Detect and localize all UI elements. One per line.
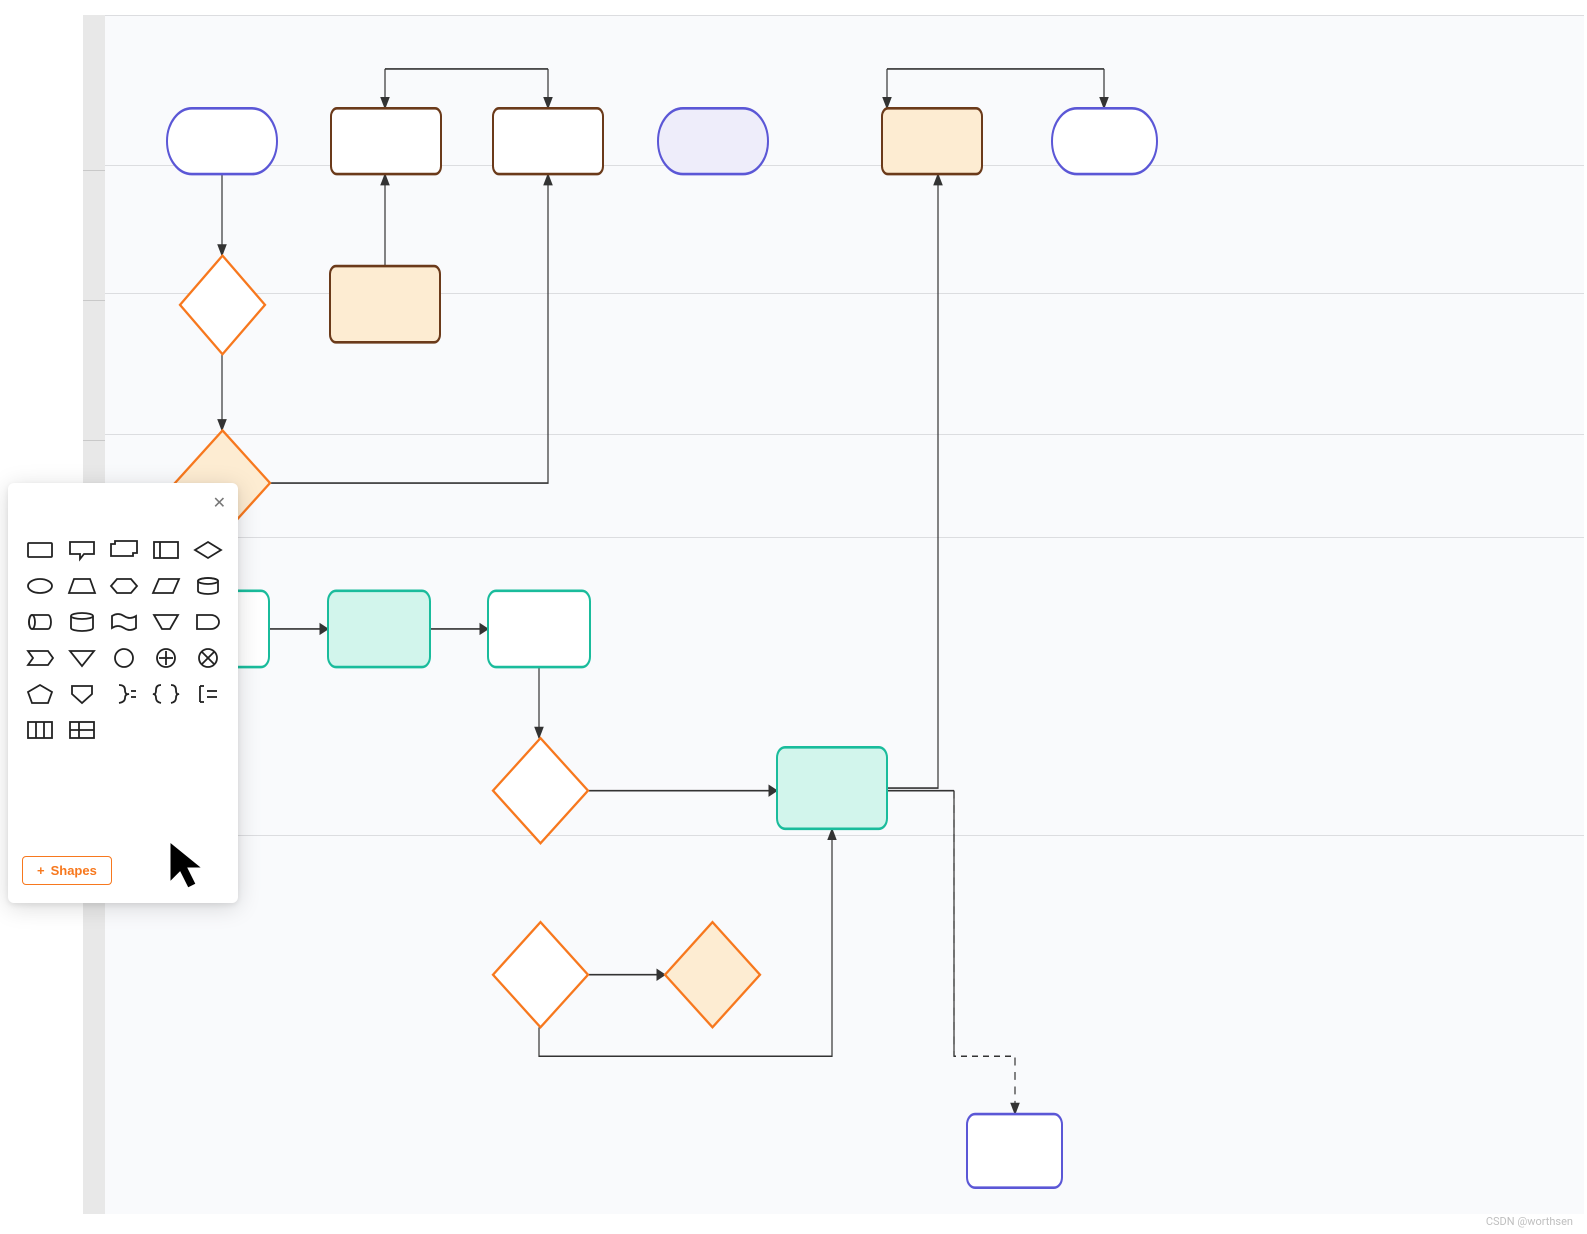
shape-parallelogram-icon[interactable] xyxy=(148,573,184,599)
shape-rectangle-icon[interactable] xyxy=(22,537,58,563)
flowchart-node[interactable] xyxy=(658,108,768,174)
flowchart-node[interactable] xyxy=(493,738,588,843)
shape-flag-icon[interactable] xyxy=(106,609,142,635)
shape-funnel-icon[interactable] xyxy=(148,609,184,635)
flowchart-node[interactable] xyxy=(167,108,277,174)
flowchart-node[interactable] xyxy=(665,922,760,1027)
flowchart-node[interactable] xyxy=(330,266,440,342)
shape-circle-plus-icon[interactable] xyxy=(148,645,184,671)
flowchart-node[interactable] xyxy=(882,108,982,174)
shape-hexagon-icon[interactable] xyxy=(106,573,142,599)
plus-icon: + xyxy=(37,863,45,878)
shape-shield-icon[interactable] xyxy=(64,681,100,707)
shape-callout-stack-icon[interactable] xyxy=(106,537,142,563)
shape-cylinder-icon[interactable] xyxy=(190,573,226,599)
flowchart-node[interactable] xyxy=(1052,108,1157,174)
flowchart-node[interactable] xyxy=(488,591,590,667)
shape-chevron-in-icon[interactable] xyxy=(22,645,58,671)
flowchart-node[interactable] xyxy=(493,108,603,174)
flowchart-node[interactable] xyxy=(967,1114,1062,1188)
canvas-viewport xyxy=(0,0,1587,1234)
shape-pentagon-icon[interactable] xyxy=(22,681,58,707)
flowchart-node[interactable] xyxy=(331,108,441,174)
flowchart-edge[interactable] xyxy=(539,829,832,1056)
shape-trapezoid-icon[interactable] xyxy=(64,573,100,599)
flowchart-edge[interactable] xyxy=(887,174,938,788)
shape-brace-right-icon[interactable] xyxy=(106,681,142,707)
shape-database-icon[interactable] xyxy=(64,609,100,635)
shape-table2-icon[interactable] xyxy=(64,717,100,743)
shape-container-icon[interactable] xyxy=(148,537,184,563)
flowchart-node[interactable] xyxy=(180,256,265,355)
watermark-text: CSDN @worthsen xyxy=(1486,1215,1573,1228)
shape-triangle-down-icon[interactable] xyxy=(64,645,100,671)
flowchart-node[interactable] xyxy=(493,922,588,1027)
shape-diamond-icon[interactable] xyxy=(190,537,226,563)
flowchart-node[interactable] xyxy=(777,747,887,829)
shape-callout-down-icon[interactable] xyxy=(64,537,100,563)
shape-d-shape-icon[interactable] xyxy=(190,609,226,635)
shape-circle-x-icon[interactable] xyxy=(190,645,226,671)
flowchart-canvas[interactable] xyxy=(105,15,1584,1214)
shapes-grid xyxy=(22,537,224,743)
add-shapes-button[interactable]: + Shapes xyxy=(22,856,112,885)
shape-cylinder-h-icon[interactable] xyxy=(22,609,58,635)
shapes-palette-panel[interactable]: ✕ + Shapes xyxy=(8,483,238,903)
close-icon[interactable]: ✕ xyxy=(213,493,226,512)
shape-bracket-equal-icon[interactable] xyxy=(190,681,226,707)
shape-ellipse-icon[interactable] xyxy=(22,573,58,599)
flowchart-node[interactable] xyxy=(328,591,430,667)
shape-braces-icon[interactable] xyxy=(148,681,184,707)
flowchart-edge[interactable] xyxy=(954,791,1015,1114)
shape-grid3-icon[interactable] xyxy=(22,717,58,743)
add-shapes-label: Shapes xyxy=(51,863,97,878)
shape-circle-icon[interactable] xyxy=(106,645,142,671)
